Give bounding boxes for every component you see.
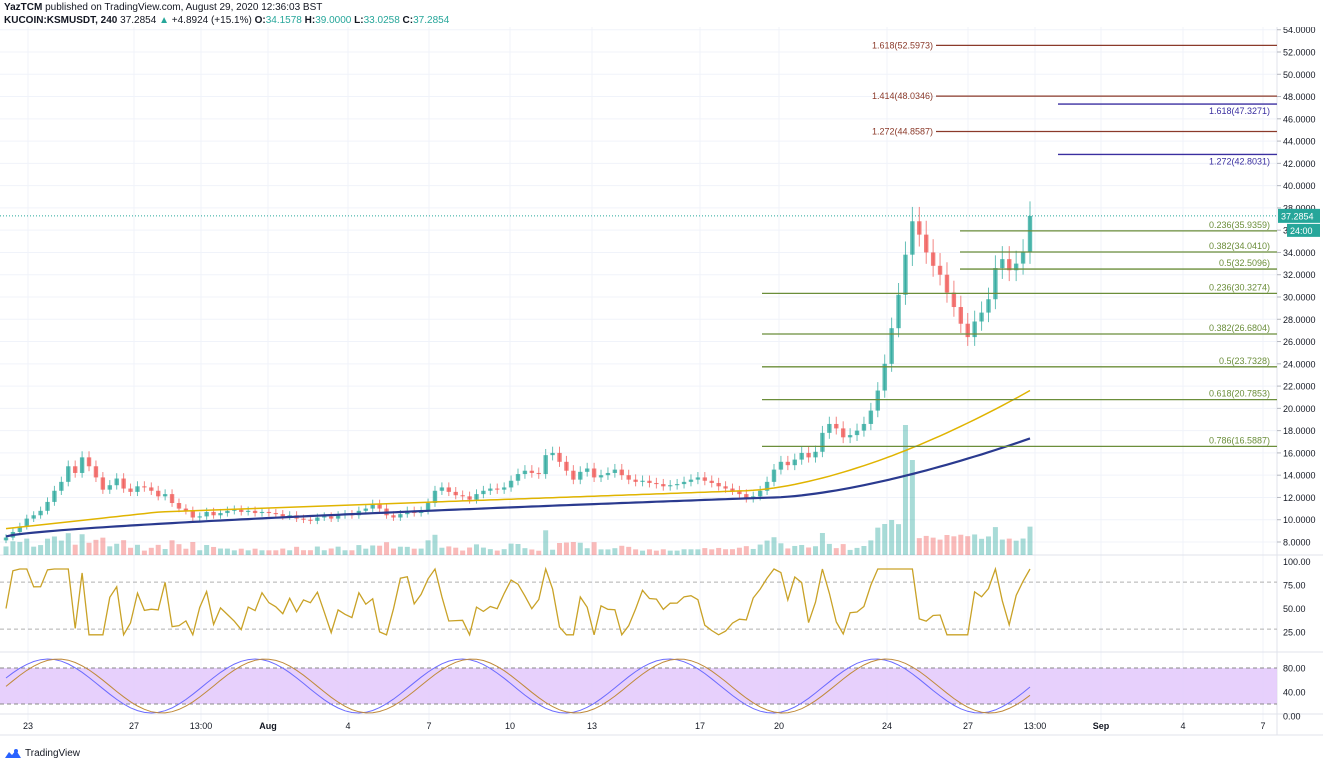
svg-text:8.0000: 8.0000	[1283, 538, 1311, 548]
svg-text:Aug: Aug	[259, 721, 277, 731]
chart-area[interactable]: 54.0000 52.0000 50.0000 48.0000 46.0000 44.00…	[0, 25, 1323, 743]
change-arrow-icon: ▲	[159, 15, 169, 26]
close-value: 37.2854	[413, 15, 450, 26]
svg-text:22.0000: 22.0000	[1283, 382, 1316, 392]
svg-text:18.0000: 18.0000	[1283, 426, 1316, 436]
svg-text:23: 23	[23, 721, 33, 731]
price-axis[interactable]: 54.0000 52.0000 50.0000 48.0000 46.0000 44.00…	[1277, 25, 1316, 722]
rsi-pane[interactable]	[0, 566, 1277, 637]
svg-text:0.00: 0.00	[1283, 712, 1301, 722]
svg-text:50.00: 50.00	[1283, 604, 1306, 614]
symbol-label: KUCOIN:KSMUSDT, 240	[4, 15, 118, 26]
svg-text:40.00: 40.00	[1283, 688, 1306, 698]
sma-fast-line	[5, 389, 1031, 530]
time-axis[interactable]: 23 27 13:00 Aug 4 7 10 13 17 20 24 27 13:00 Sep 4 7	[23, 721, 1266, 731]
rsi-line	[5, 566, 1031, 637]
high-value: 39.0000	[315, 15, 352, 26]
low-value: 33.0258	[363, 15, 400, 26]
close-label: C:	[402, 15, 414, 26]
publish-info: published on TradingView.com, August 29,…	[45, 2, 323, 13]
svg-text:54.0000: 54.0000	[1283, 27, 1316, 35]
svg-text:40.0000: 40.0000	[1283, 181, 1316, 191]
svg-text:14.0000: 14.0000	[1283, 471, 1316, 481]
fibonacci-levels[interactable]: 1.618(52.5973) 1.414(48.0346) 1.272(44.858…	[762, 40, 1277, 448]
svg-text:Sep: Sep	[1093, 721, 1110, 731]
svg-text:10.0000: 10.0000	[1283, 515, 1316, 525]
svg-text:13:00: 13:00	[190, 721, 213, 731]
price-change: +4.8924 (+15.1%)	[171, 15, 252, 26]
svg-text:1.618(47.3271): 1.618(47.3271)	[1209, 106, 1270, 116]
svg-text:37.2854: 37.2854	[1281, 211, 1314, 221]
author-name[interactable]: YazTCM	[4, 2, 43, 13]
svg-text:10: 10	[505, 721, 515, 731]
svg-text:1.414(48.0346): 1.414(48.0346)	[872, 91, 933, 101]
svg-text:1.618(52.5973): 1.618(52.5973)	[872, 40, 933, 50]
stoch-d-line	[5, 658, 1031, 714]
svg-text:1.272(42.8031): 1.272(42.8031)	[1209, 156, 1270, 166]
svg-text:44.0000: 44.0000	[1283, 137, 1316, 147]
open-label: O:	[254, 15, 266, 26]
high-label: H:	[304, 15, 316, 26]
svg-text:24:00: 24:00	[1290, 226, 1313, 236]
svg-text:25.00: 25.00	[1283, 628, 1306, 638]
svg-text:4: 4	[345, 721, 350, 731]
svg-text:52.0000: 52.0000	[1283, 48, 1316, 58]
svg-text:0.382(34.0410): 0.382(34.0410)	[1209, 241, 1270, 251]
svg-text:75.00: 75.00	[1283, 581, 1306, 591]
svg-text:42.0000: 42.0000	[1283, 159, 1316, 169]
svg-text:24: 24	[882, 721, 892, 731]
volume-bars	[3, 425, 1033, 555]
svg-text:80.00: 80.00	[1283, 664, 1306, 674]
symbol-legend: KUCOIN:KSMUSDT, 240 37.2854 ▲ +4.8924 (+…	[4, 15, 449, 26]
stoch-rsi-pane[interactable]	[0, 658, 1277, 714]
open-value: 34.1578	[265, 15, 302, 26]
sma-slow-line	[5, 437, 1031, 538]
svg-text:26.0000: 26.0000	[1283, 337, 1316, 347]
svg-text:13:00: 13:00	[1024, 721, 1047, 731]
svg-text:34.0000: 34.0000	[1283, 248, 1316, 258]
svg-text:38.0000: 38.0000	[1283, 203, 1316, 213]
candlesticks	[3, 201, 1033, 544]
svg-text:4: 4	[1180, 721, 1185, 731]
svg-text:27: 27	[129, 721, 139, 731]
svg-text:20.0000: 20.0000	[1283, 404, 1316, 414]
logo-text: TradingView	[25, 748, 81, 759]
svg-text:12.0000: 12.0000	[1283, 493, 1316, 503]
svg-text:20: 20	[774, 721, 784, 731]
svg-text:7: 7	[426, 721, 431, 731]
svg-text:0.5(23.7328): 0.5(23.7328)	[1219, 356, 1270, 366]
svg-text:17: 17	[695, 721, 705, 731]
svg-text:48.0000: 48.0000	[1283, 92, 1316, 102]
svg-text:0.618(20.7853): 0.618(20.7853)	[1209, 389, 1270, 399]
svg-text:30.0000: 30.0000	[1283, 293, 1316, 303]
svg-text:0.236(30.3274): 0.236(30.3274)	[1209, 282, 1270, 292]
stoch-k-line	[5, 658, 1031, 714]
tradingview-logo[interactable]: TradingView	[4, 748, 80, 759]
svg-text:28.0000: 28.0000	[1283, 315, 1316, 325]
last-price: 37.2854	[120, 15, 157, 26]
svg-text:27: 27	[963, 721, 973, 731]
svg-text:32.0000: 32.0000	[1283, 270, 1316, 280]
grid	[0, 27, 1277, 721]
svg-text:50.0000: 50.0000	[1283, 70, 1316, 80]
price-chart-svg[interactable]: 54.000052.000050.000048.000046.000044.00…	[0, 25, 1323, 743]
svg-text:16.0000: 16.0000	[1283, 448, 1316, 458]
last-price-tag: 37.2854 24:00	[1278, 208, 1320, 237]
svg-text:0.236(35.9359): 0.236(35.9359)	[1209, 220, 1270, 230]
svg-text:7: 7	[1260, 721, 1265, 731]
tradingview-cloud-icon	[5, 749, 21, 758]
svg-text:0.5(32.5096): 0.5(32.5096)	[1219, 258, 1270, 268]
low-label: L:	[354, 15, 364, 26]
svg-text:13: 13	[587, 721, 597, 731]
publisher-line: YazTCM published on TradingView.com, Aug…	[4, 2, 322, 13]
svg-text:46.0000: 46.0000	[1283, 114, 1316, 124]
svg-text:100.00: 100.00	[1283, 557, 1311, 567]
svg-text:0.382(26.6804): 0.382(26.6804)	[1209, 323, 1270, 333]
svg-text:0.786(16.5887): 0.786(16.5887)	[1209, 435, 1270, 445]
svg-text:24.0000: 24.0000	[1283, 359, 1316, 369]
svg-text:1.272(44.8587): 1.272(44.8587)	[872, 127, 933, 137]
